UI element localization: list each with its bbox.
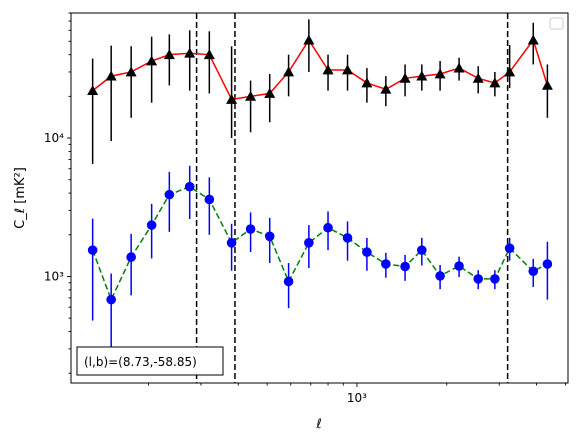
data-point: [303, 34, 315, 45]
plot-area: [71, 13, 568, 383]
y-ticks: 10³ 10⁴: [44, 12, 71, 374]
data-point: [164, 189, 175, 200]
data-point: [203, 49, 215, 60]
series-2: [87, 165, 553, 347]
data-point: [435, 271, 445, 281]
annotation-frame: [76, 346, 224, 376]
data-point: [163, 49, 175, 60]
data-point: [87, 245, 98, 255]
legend: [549, 17, 564, 30]
data-point: [504, 243, 515, 254]
annotation-box: (l,b)=(8.73,-58.85): [76, 346, 224, 376]
y-axis-label: C_ℓ [mK²]: [13, 167, 28, 229]
data-point: [541, 79, 553, 90]
data-point: [527, 34, 539, 45]
plot-frame: [70, 12, 569, 384]
data-point: [400, 261, 410, 272]
data-point: [87, 85, 99, 96]
data-point: [362, 247, 372, 257]
data-point: [245, 224, 256, 234]
data-point: [106, 294, 116, 305]
data-point: [342, 233, 353, 243]
data-point: [146, 220, 157, 230]
data-point: [434, 68, 446, 79]
vertical-lines: [195, 13, 509, 383]
data-point: [473, 274, 484, 284]
series-layer: [87, 19, 553, 347]
annotation-text: (l,b)=(8.73,-58.85): [84, 355, 197, 369]
data-point: [504, 66, 516, 77]
data-point: [472, 72, 484, 83]
data-point: [184, 181, 195, 192]
data-point: [361, 77, 373, 88]
data-point: [264, 87, 276, 98]
data-point: [323, 222, 333, 233]
data-point: [542, 259, 553, 269]
x-axis-label: ℓ: [315, 417, 321, 432]
data-point: [245, 90, 257, 101]
data-point: [304, 238, 314, 248]
data-point: [528, 266, 539, 277]
data-point: [264, 231, 275, 242]
data-point: [204, 194, 215, 205]
plot-area-group: 10³ 10³ 10⁴ (l,b)=(8.73,-58.85): [44, 12, 569, 405]
data-point: [454, 261, 464, 271]
data-point: [380, 83, 392, 94]
data-point: [417, 245, 427, 255]
data-point: [489, 77, 501, 88]
data-point: [226, 238, 237, 248]
data-point: [322, 64, 334, 75]
data-point: [399, 72, 411, 83]
data-point: [381, 259, 391, 269]
legend-box: [549, 17, 564, 30]
data-point: [283, 66, 295, 77]
y-tick-label: 10⁴: [44, 131, 64, 145]
data-point: [184, 47, 196, 58]
x-ticks: 10³: [147, 383, 566, 405]
data-point: [146, 55, 158, 66]
data-point: [453, 62, 465, 73]
y-tick-label: 10³: [44, 269, 64, 283]
data-point: [416, 70, 428, 81]
data-point: [126, 252, 136, 262]
data-point: [490, 274, 500, 284]
data-point: [226, 93, 238, 104]
data-point: [105, 70, 117, 81]
data-point: [283, 276, 294, 287]
data-point: [125, 66, 137, 77]
x-tick-label: 10³: [347, 391, 367, 405]
series-1: [87, 19, 553, 164]
data-point: [342, 64, 354, 75]
